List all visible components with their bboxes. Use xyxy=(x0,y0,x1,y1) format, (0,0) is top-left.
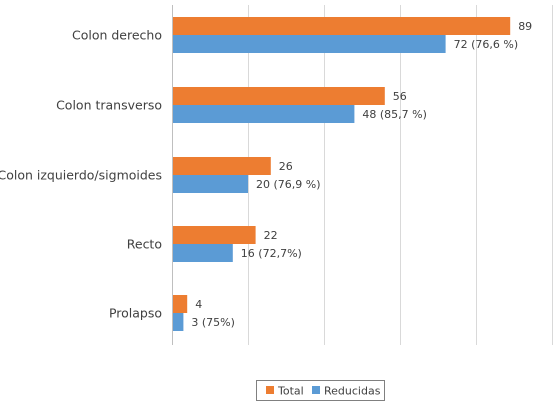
category-label: Colon transverso xyxy=(56,98,162,113)
legend-swatch-total xyxy=(266,386,274,394)
data-labels: 89 72 (76,6 %) 56 48 (85,7 %) 26 20 (76,9 %) 2… xyxy=(191,20,532,329)
category-label: Colon derecho xyxy=(72,28,162,43)
legend-box xyxy=(256,380,385,401)
legend-swatch-reducidas xyxy=(312,386,320,394)
data-label-total: 22 xyxy=(264,229,278,242)
data-label-total: 26 xyxy=(279,160,293,173)
data-label-reducidas: 16 (72,7%) xyxy=(241,247,302,260)
data-label-total: 4 xyxy=(195,298,202,311)
legend: Total Reducidas xyxy=(256,380,385,401)
data-label-reducidas: 48 (85,7 %) xyxy=(362,108,427,121)
category-label: Prolapso xyxy=(109,306,162,321)
data-label-total: 89 xyxy=(518,20,532,33)
legend-label-reducidas: Reducidas xyxy=(324,385,381,398)
bar-total xyxy=(173,226,256,244)
data-label-reducidas: 20 (76,9 %) xyxy=(256,178,321,191)
bars xyxy=(173,17,511,331)
category-labels: Colon derecho Colon transverso Colon izqui… xyxy=(0,28,162,321)
bar-total xyxy=(173,295,188,313)
bar-total xyxy=(173,17,511,35)
data-label-reducidas: 3 (75%) xyxy=(191,316,235,329)
category-label: Colon izquierdo/sigmoides xyxy=(0,168,162,183)
bar-reducidas xyxy=(173,105,355,123)
bar-reducidas xyxy=(173,313,184,331)
category-label: Recto xyxy=(127,237,162,252)
bar-total xyxy=(173,87,385,105)
gridlines xyxy=(172,5,553,345)
data-label-total: 56 xyxy=(393,90,407,103)
legend-label-total: Total xyxy=(277,385,304,398)
data-label-reducidas: 72 (76,6 %) xyxy=(454,38,519,51)
bar-reducidas xyxy=(173,244,233,262)
bar-reducidas xyxy=(173,35,446,53)
bar-reducidas xyxy=(173,175,248,193)
bar-total xyxy=(173,157,271,175)
